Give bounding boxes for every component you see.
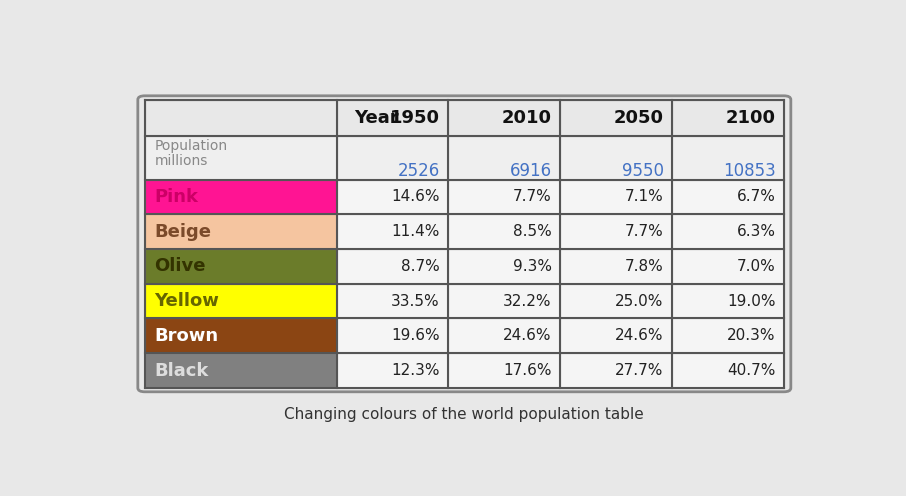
Bar <box>336 136 448 180</box>
Text: 2526: 2526 <box>398 162 440 180</box>
Text: 2010: 2010 <box>502 109 552 127</box>
Text: Population: Population <box>154 139 227 153</box>
Text: 8.5%: 8.5% <box>513 224 552 239</box>
Bar <box>145 100 336 136</box>
Text: 6.3%: 6.3% <box>737 224 776 239</box>
Bar <box>560 180 672 214</box>
Text: 24.6%: 24.6% <box>503 328 552 343</box>
Bar <box>145 284 336 318</box>
Bar <box>672 353 784 388</box>
Text: 7.7%: 7.7% <box>625 224 663 239</box>
Bar <box>145 100 784 388</box>
Bar <box>145 136 336 180</box>
Text: Beige: Beige <box>154 223 211 241</box>
Text: 9.3%: 9.3% <box>513 259 552 274</box>
Bar <box>145 180 336 214</box>
Text: Year: Year <box>354 109 399 127</box>
Text: 7.0%: 7.0% <box>737 259 776 274</box>
Bar <box>448 284 560 318</box>
Text: Brown: Brown <box>154 327 218 345</box>
Text: 19.0%: 19.0% <box>727 294 776 309</box>
Text: Changing colours of the world population table: Changing colours of the world population… <box>284 407 644 422</box>
Bar <box>560 318 672 353</box>
Text: 32.2%: 32.2% <box>503 294 552 309</box>
Bar <box>336 100 448 136</box>
Bar <box>672 214 784 249</box>
Bar <box>448 353 560 388</box>
Bar <box>145 353 336 388</box>
Bar <box>672 136 784 180</box>
Bar <box>145 318 336 353</box>
Bar <box>560 284 672 318</box>
Text: 6916: 6916 <box>509 162 552 180</box>
Bar <box>672 284 784 318</box>
Text: 25.0%: 25.0% <box>615 294 663 309</box>
Bar <box>672 318 784 353</box>
Text: 7.8%: 7.8% <box>625 259 663 274</box>
Text: 12.3%: 12.3% <box>391 363 440 378</box>
Text: 24.6%: 24.6% <box>615 328 663 343</box>
Text: 10853: 10853 <box>723 162 776 180</box>
Bar <box>448 318 560 353</box>
Bar <box>672 249 784 284</box>
Bar <box>672 180 784 214</box>
Bar <box>336 353 448 388</box>
Text: Olive: Olive <box>154 257 206 275</box>
Text: 27.7%: 27.7% <box>615 363 663 378</box>
Bar <box>448 180 560 214</box>
Text: 17.6%: 17.6% <box>503 363 552 378</box>
Text: 33.5%: 33.5% <box>391 294 440 309</box>
Text: Black: Black <box>154 362 208 379</box>
Bar <box>448 136 560 180</box>
Bar <box>448 214 560 249</box>
Bar <box>145 214 336 249</box>
Text: 6.7%: 6.7% <box>737 189 776 204</box>
Bar <box>336 284 448 318</box>
Bar <box>336 249 448 284</box>
Text: 8.7%: 8.7% <box>401 259 440 274</box>
Bar <box>336 180 448 214</box>
Text: 20.3%: 20.3% <box>727 328 776 343</box>
Text: 40.7%: 40.7% <box>727 363 776 378</box>
Bar <box>560 100 672 136</box>
Bar <box>560 136 672 180</box>
Text: Pink: Pink <box>154 188 198 206</box>
Bar <box>560 214 672 249</box>
Text: 14.6%: 14.6% <box>391 189 440 204</box>
Text: 7.1%: 7.1% <box>625 189 663 204</box>
Text: 9550: 9550 <box>622 162 663 180</box>
Text: 2100: 2100 <box>726 109 776 127</box>
Text: millions: millions <box>154 154 207 168</box>
Bar <box>448 100 560 136</box>
Bar <box>448 249 560 284</box>
Bar <box>336 318 448 353</box>
Bar <box>336 214 448 249</box>
Bar <box>560 353 672 388</box>
Text: 2050: 2050 <box>613 109 663 127</box>
Bar <box>560 249 672 284</box>
Text: 7.7%: 7.7% <box>513 189 552 204</box>
Text: 11.4%: 11.4% <box>391 224 440 239</box>
Text: 19.6%: 19.6% <box>391 328 440 343</box>
Text: Yellow: Yellow <box>154 292 219 310</box>
Bar <box>145 249 336 284</box>
Bar <box>672 100 784 136</box>
Text: 1950: 1950 <box>390 109 440 127</box>
